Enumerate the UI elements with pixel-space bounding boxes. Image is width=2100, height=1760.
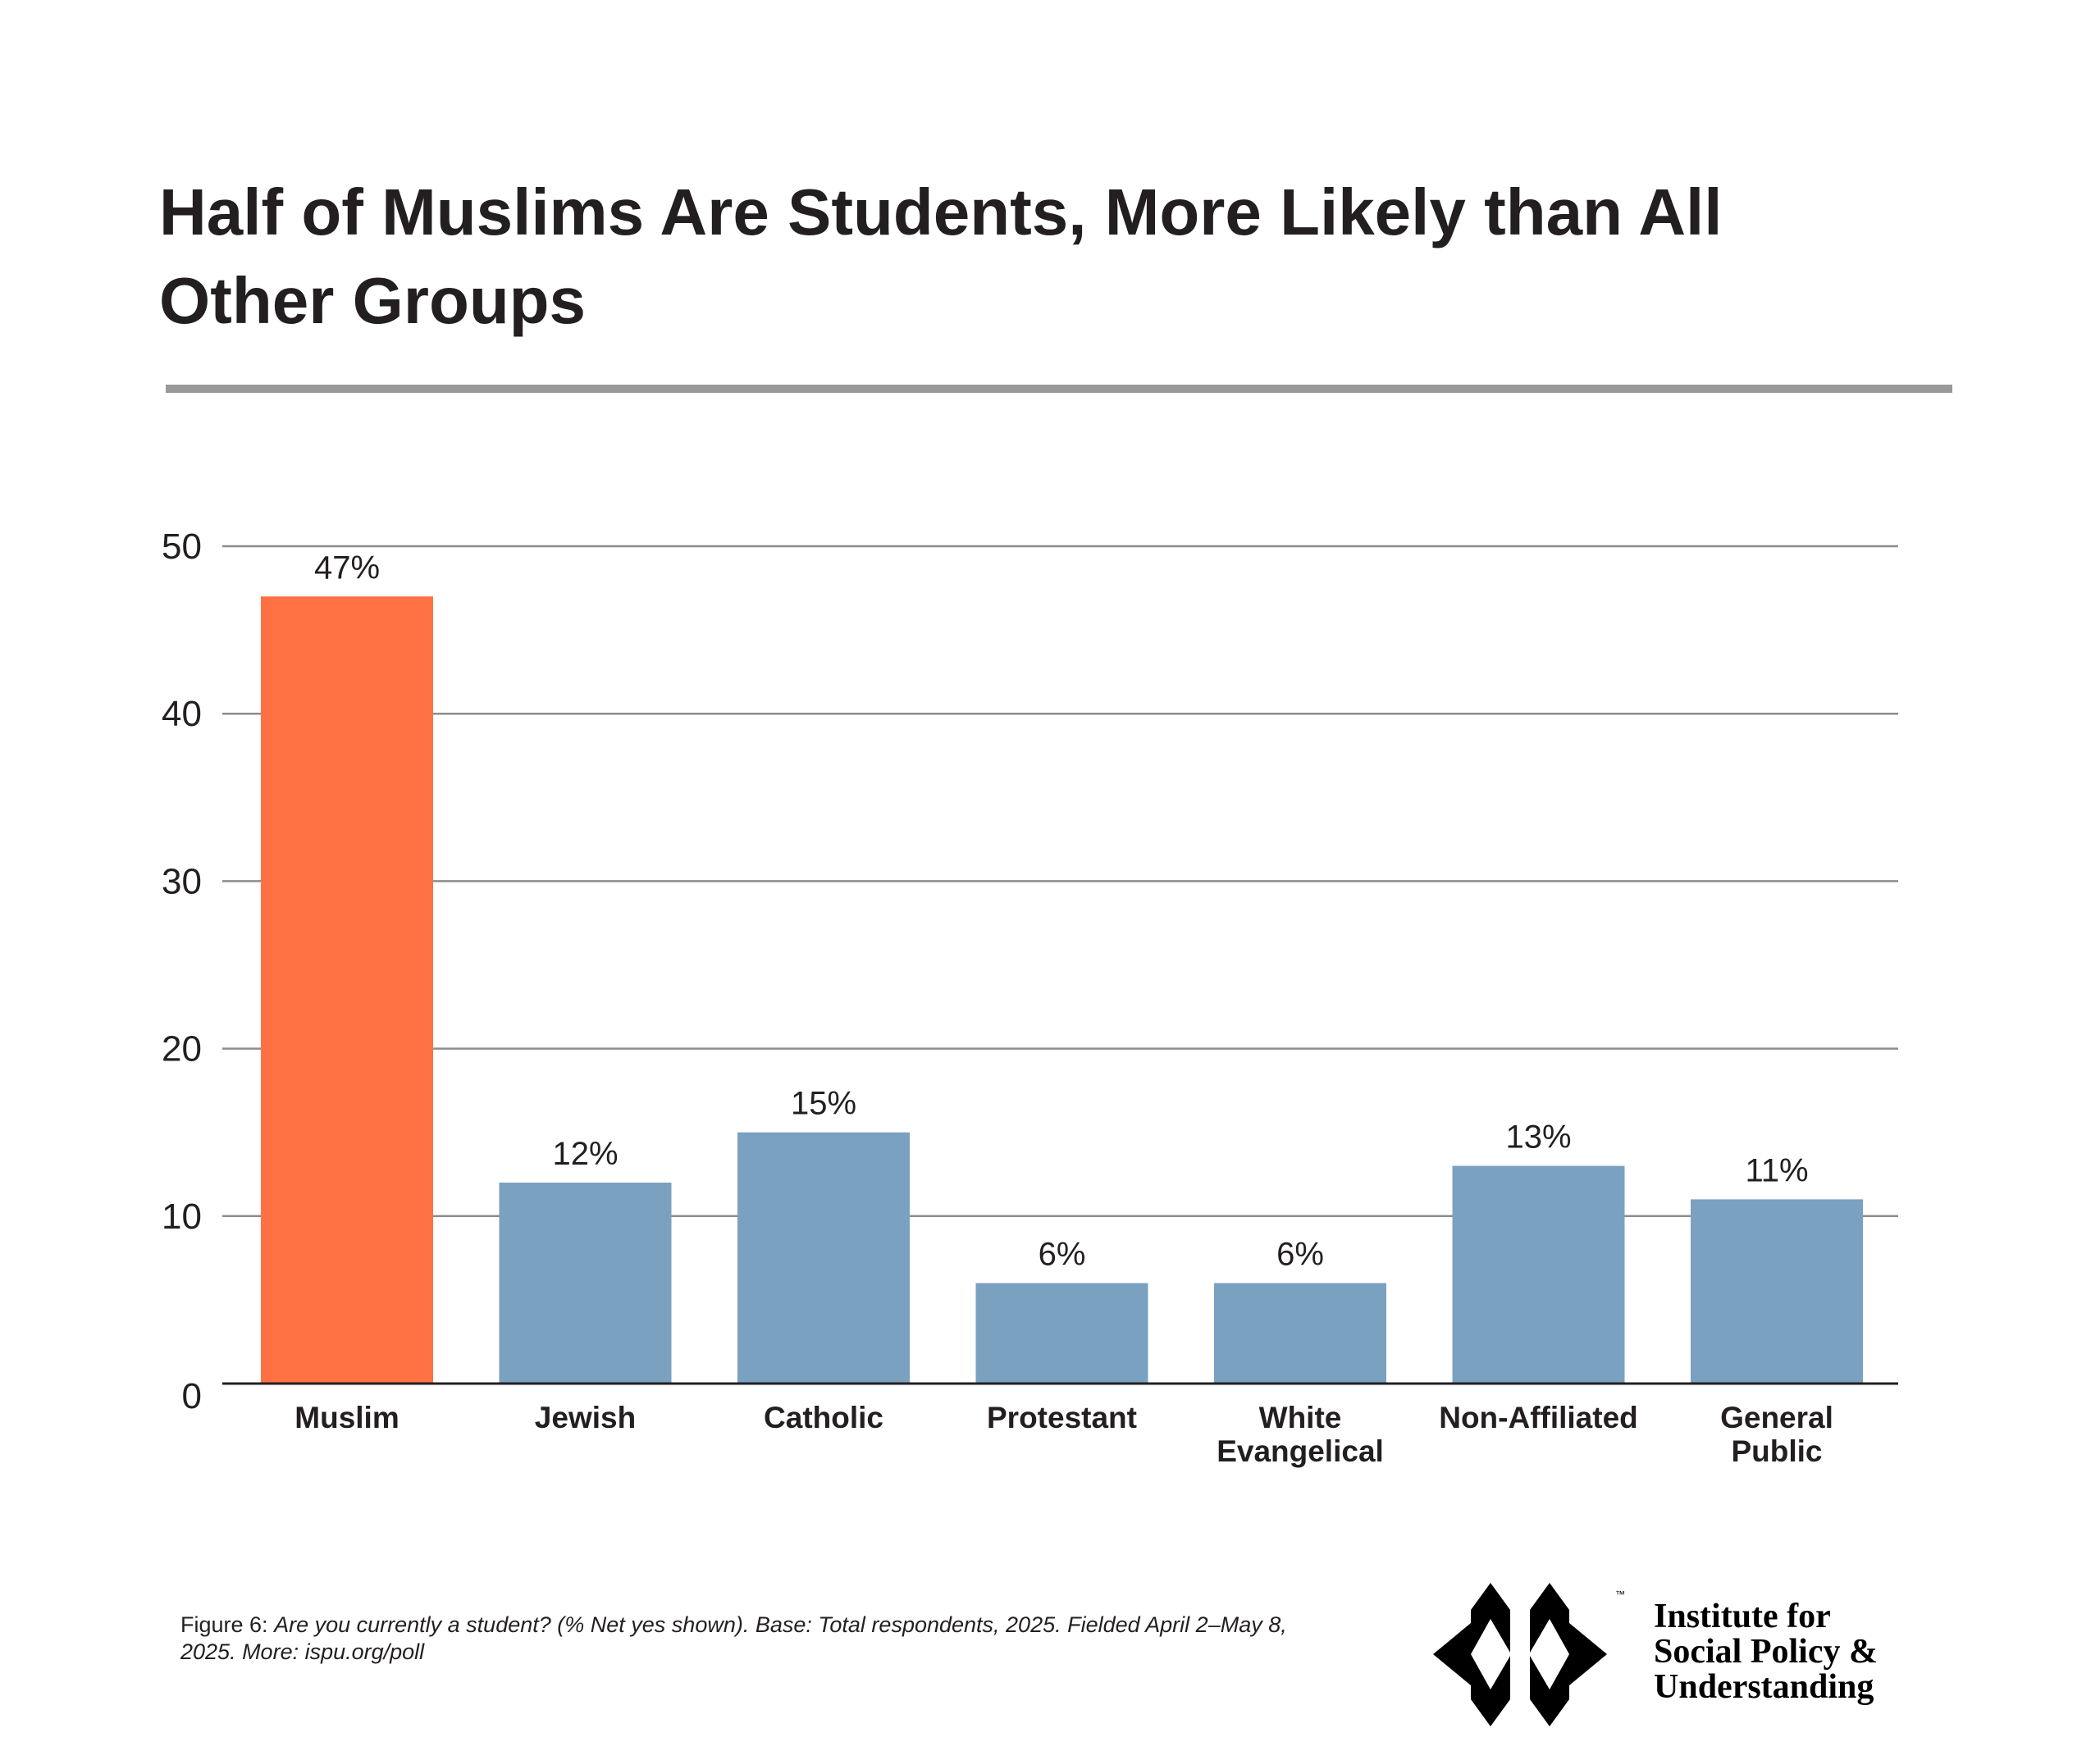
figure-caption: Figure 6: Are you currently a student? (… [180, 1612, 1329, 1666]
data-label: 47% [314, 549, 380, 586]
trademark-mark: ™ [1615, 1589, 1625, 1600]
data-label: 13% [1505, 1119, 1571, 1156]
x-tick-label: Jewish [535, 1401, 636, 1434]
logo-line: Social Policy & [1654, 1633, 1878, 1671]
x-tick-label: Catholic [764, 1401, 883, 1434]
x-tick-label: Protestant [987, 1401, 1137, 1434]
figure-note: Are you currently a student? (% Net yes … [180, 1612, 1287, 1664]
data-label: 15% [791, 1086, 856, 1122]
logo-line: Institute for [1654, 1598, 1831, 1635]
title-divider [166, 385, 1952, 393]
x-tick-label: Evangelical [1217, 1434, 1384, 1468]
bar-chart: 0 10 20 30 40 50 47% Muslim 12% Jewish 15% Catholic… [162, 527, 1898, 1468]
y-tick-label: 0 [182, 1376, 202, 1416]
logo-wordmark: Institute for Social Policy & Understand… [1654, 1599, 1878, 1705]
bar [975, 1283, 1148, 1384]
x-tick-label: Public [1731, 1434, 1822, 1468]
y-tick-label: 30 [162, 861, 202, 901]
ispu-logo-icon: ™ [1433, 1583, 1625, 1726]
data-label: 6% [1039, 1236, 1086, 1272]
bar [737, 1132, 910, 1384]
y-tick-label: 40 [162, 694, 202, 734]
x-tick-label: Muslim [294, 1401, 399, 1434]
y-tick-label: 50 [162, 527, 202, 567]
bar [499, 1182, 672, 1384]
chart-title: Half of Muslims Are Students, More Likel… [159, 176, 1723, 337]
x-tick-label: General [1720, 1401, 1833, 1434]
bar [1214, 1283, 1386, 1384]
x-tick-label: Non-Affiliated [1439, 1401, 1638, 1434]
logo-line: Understanding [1654, 1668, 1874, 1706]
y-tick-label: 10 [162, 1197, 202, 1237]
data-label: 11% [1745, 1152, 1808, 1188]
y-tick-label: 20 [162, 1029, 202, 1069]
bar [1452, 1165, 1625, 1384]
data-label: 6% [1276, 1236, 1324, 1272]
x-tick-label: White [1259, 1401, 1342, 1434]
bar [1691, 1199, 1863, 1384]
figure-label: Figure 6: [180, 1612, 268, 1637]
data-label: 12% [552, 1136, 618, 1172]
bar [261, 596, 433, 1384]
